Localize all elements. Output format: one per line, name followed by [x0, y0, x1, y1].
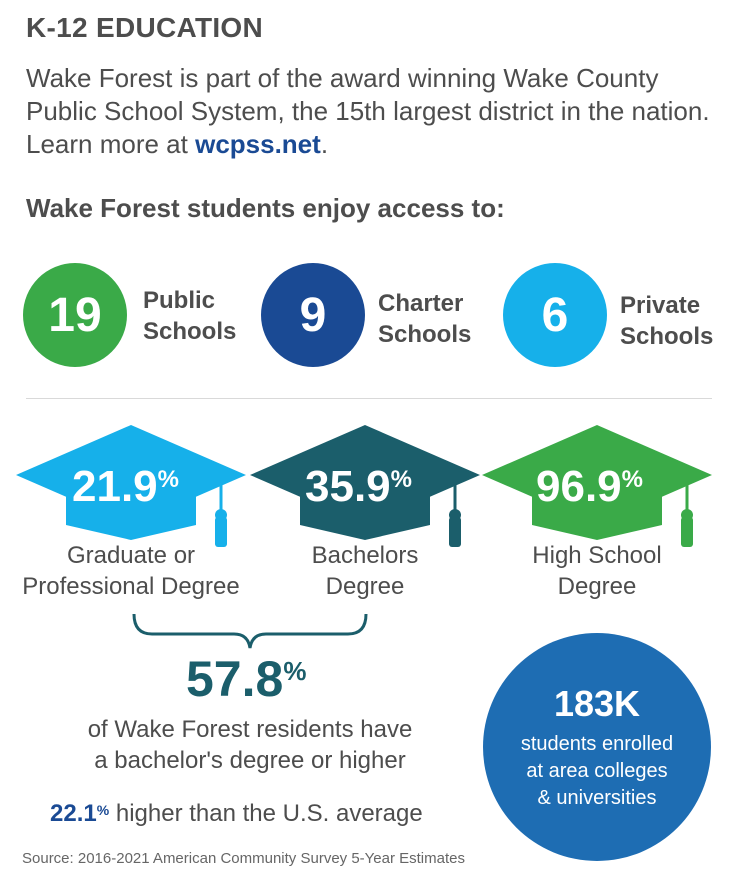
intro-paragraph: Wake Forest is part of the award winning…	[26, 62, 726, 161]
source-note: Source: 2016-2021 American Community Sur…	[22, 850, 465, 867]
bachelors-degree-value: 35.9%	[305, 462, 412, 512]
summary-description: of Wake Forest residents have a bachelor…	[40, 714, 460, 776]
summary-number: 57.8	[186, 651, 284, 707]
high-school-degree-line2: Degree	[557, 573, 637, 600]
graduation-cap-icon	[482, 425, 712, 547]
bachelors-degree-line1: Bachelors	[311, 542, 419, 569]
enrollment-circle: 183K students enrolled at area colleges …	[483, 633, 711, 861]
enrollment-value: 183K	[553, 682, 641, 724]
summary-line2: a bachelor's degree or higher	[94, 747, 406, 774]
charter-schools-label: Charter Schools	[378, 288, 471, 350]
high-school-degree-number: 96.9	[536, 462, 622, 511]
summary-value: 57.8%	[186, 650, 306, 708]
us-average-text: higher than the U.S. average	[109, 800, 423, 827]
bachelors-degree-unit: %	[390, 466, 412, 493]
charter-schools-circle: 9	[261, 263, 365, 367]
private-schools-line1: Private	[620, 292, 701, 319]
private-schools-label: Private Schools	[620, 290, 713, 352]
us-average-unit: %	[96, 802, 110, 818]
public-schools-line1: Public	[143, 287, 216, 314]
summary-line1: of Wake Forest residents have	[87, 716, 413, 743]
bachelors-degree-line2: Degree	[325, 573, 405, 600]
section-divider	[26, 398, 712, 399]
enrollment-line3: & universities	[537, 786, 657, 809]
graduation-cap-icon	[16, 425, 246, 547]
public-schools-count: 19	[48, 288, 102, 342]
us-average-comparison: 22.1% higher than the U.S. average	[50, 800, 423, 828]
summary-unit: %	[283, 656, 307, 686]
public-schools-label: Public Schools	[143, 285, 236, 347]
charter-schools-line1: Charter	[378, 290, 464, 317]
graduate-degree-unit: %	[157, 466, 179, 493]
wcpss-link[interactable]: wcpss.net	[195, 129, 321, 159]
high-school-degree-value: 96.9%	[536, 462, 643, 512]
enrollment-line2: at area colleges	[526, 759, 668, 782]
bachelors-degree-label: Bachelors Degree	[250, 540, 480, 602]
us-average-number: 22.1	[50, 800, 97, 827]
graduate-degree-number: 21.9	[72, 462, 158, 511]
intro-end: .	[320, 129, 329, 159]
public-schools-circle: 19	[23, 263, 127, 367]
curly-brace-icon	[132, 613, 368, 649]
private-schools-count: 6	[541, 288, 569, 342]
private-schools-line2: Schools	[620, 323, 714, 350]
page-title: K-12 EDUCATION	[26, 12, 264, 43]
high-school-degree-unit: %	[621, 466, 643, 493]
access-heading: Wake Forest students enjoy access to:	[26, 193, 505, 223]
graduate-degree-label: Graduate or Professional Degree	[16, 540, 246, 602]
enrollment-description: students enrolled at area colleges & uni…	[521, 731, 673, 812]
graduate-degree-line2: Professional Degree	[22, 573, 240, 600]
graduate-degree-line1: Graduate or	[66, 542, 196, 569]
intro-text: Wake Forest is part of the award winning…	[26, 63, 710, 159]
high-school-degree-label: High School Degree	[482, 540, 712, 602]
bachelors-degree-number: 35.9	[305, 462, 391, 511]
high-school-degree-line1: High School	[532, 542, 662, 569]
charter-schools-line2: Schools	[378, 321, 472, 348]
private-schools-circle: 6	[503, 263, 607, 367]
public-schools-line2: Schools	[143, 318, 237, 345]
charter-schools-count: 9	[299, 288, 327, 342]
enrollment-line1: students enrolled	[520, 732, 674, 755]
graduation-cap-icon	[250, 425, 480, 547]
graduate-degree-value: 21.9%	[72, 462, 179, 512]
